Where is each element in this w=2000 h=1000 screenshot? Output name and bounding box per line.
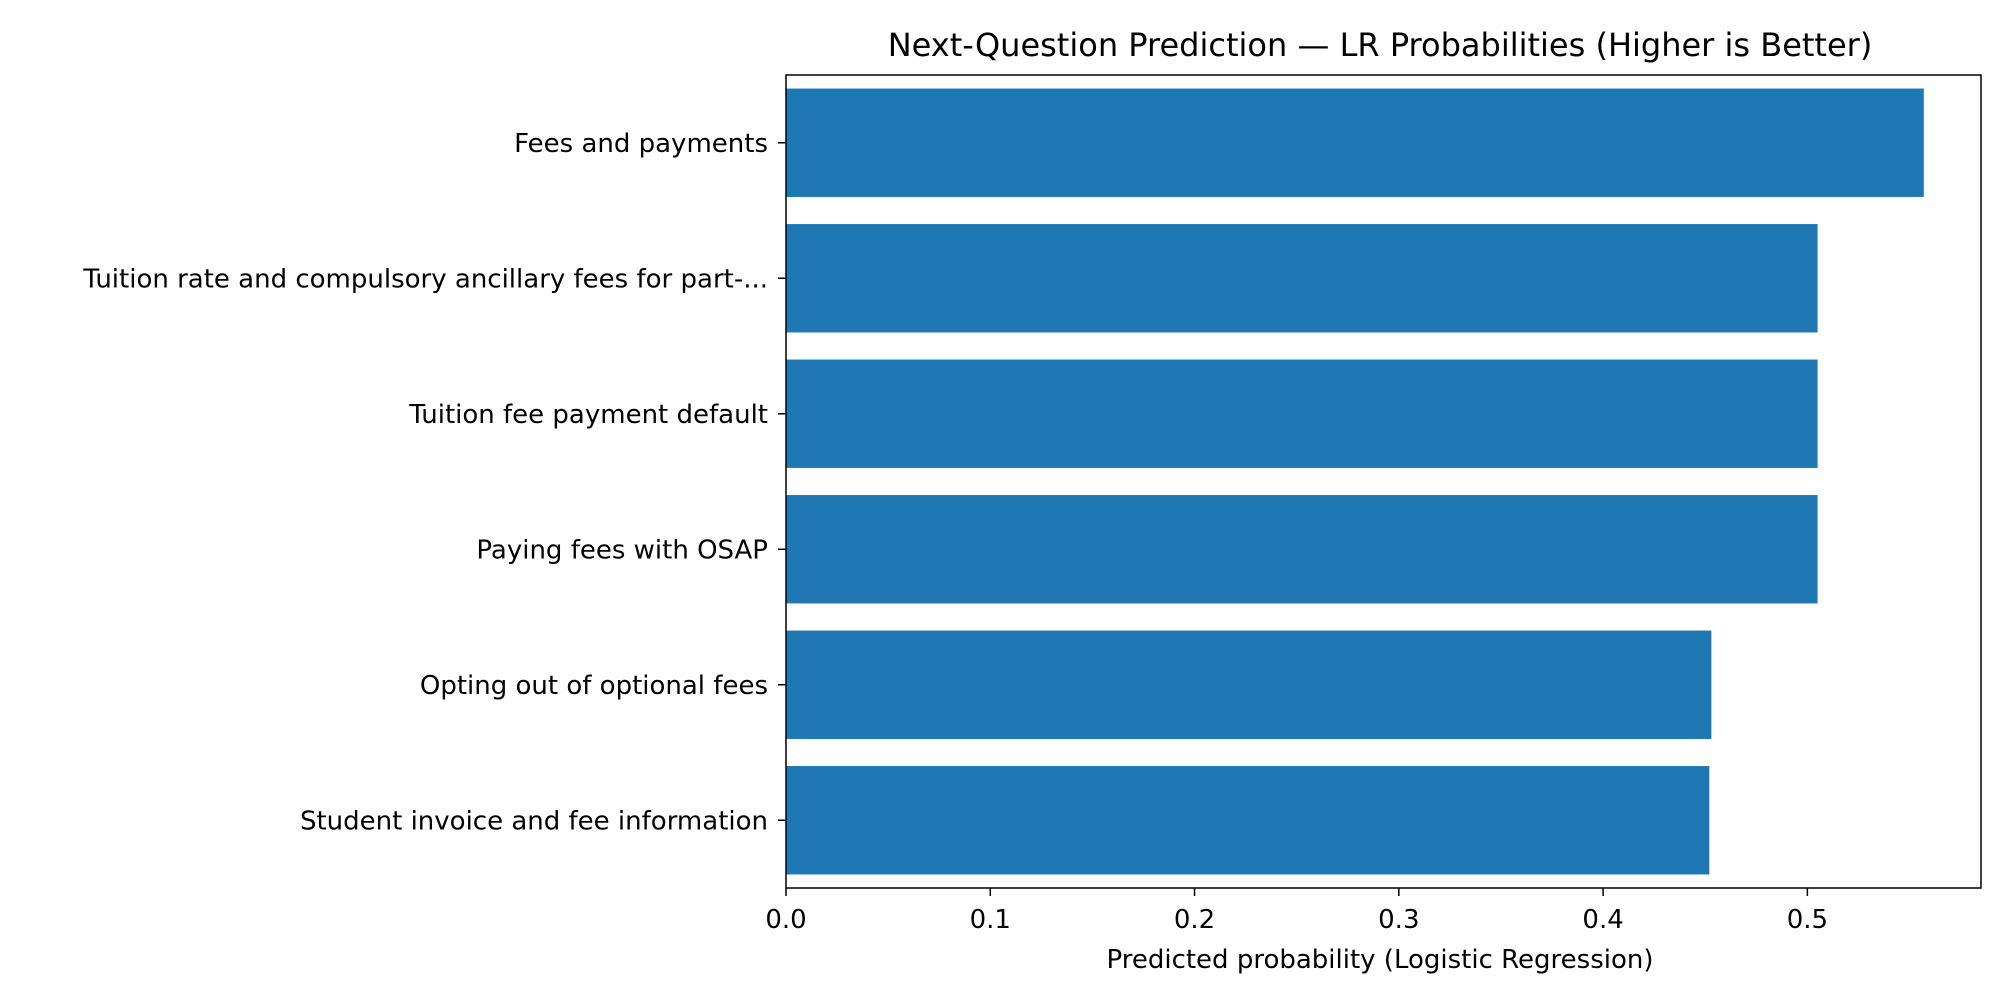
- plot-frame: [785, 74, 1982, 889]
- bar: [786, 766, 1710, 875]
- y-tick-label: Student invoice and fee information: [300, 806, 768, 836]
- y-tick-label: Paying fees with OSAP: [476, 535, 768, 565]
- bar: [786, 630, 1712, 739]
- x-tick-label: 0.5: [1787, 905, 1828, 935]
- x-axis: 0.0 0.1 0.2 0.3 0.4 0.5: [765, 888, 1828, 935]
- y-tick-label: Opting out of optional fees: [420, 671, 768, 701]
- y-tick-label: Tuition fee payment default: [408, 400, 768, 430]
- x-axis-label: Predicted probability (Logistic Regressi…: [1107, 945, 1654, 975]
- x-tick-label: 0.1: [970, 905, 1011, 935]
- y-axis: Fees and payments Tuition rate and compul…: [82, 129, 786, 836]
- y-tick-label: Tuition rate and compulsory ancillary fe…: [82, 264, 768, 294]
- x-tick-label: 0.2: [1174, 905, 1215, 935]
- chart-title: Next-Question Prediction — LR Probabilit…: [888, 26, 1873, 64]
- y-tick-label: Fees and payments: [514, 129, 768, 159]
- bar: [786, 359, 1818, 468]
- x-tick-label: 0.0: [765, 905, 806, 935]
- bars-layer: [786, 88, 1924, 875]
- bar: [786, 224, 1818, 333]
- bar: [786, 88, 1924, 197]
- x-tick-label: 0.4: [1582, 905, 1623, 935]
- bar: [786, 495, 1818, 604]
- x-tick-label: 0.3: [1378, 905, 1419, 935]
